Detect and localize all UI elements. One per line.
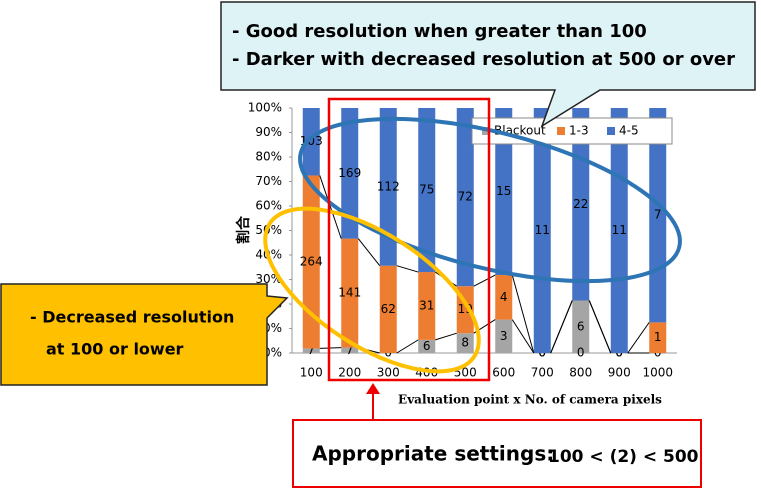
series-line: [435, 332, 457, 341]
x-tick-label: 1000: [642, 366, 673, 380]
legend-swatch: [607, 127, 615, 135]
x-axis-label: Evaluation point x No. of camera pixels: [398, 393, 662, 407]
data-label: 22: [573, 197, 588, 211]
series-line: [511, 319, 535, 354]
callout-text: - Decreased resolution: [30, 308, 234, 327]
series-line: [396, 265, 419, 273]
data-label: 75: [419, 183, 434, 197]
left-callout: [0, 283, 289, 386]
bar-segment: [456, 333, 474, 353]
y-tick-label: 90%: [255, 125, 282, 139]
data-label: 0: [577, 346, 585, 360]
data-label: 6: [577, 319, 585, 333]
legend: Blackout 1-3 4-5: [471, 117, 673, 145]
legend-label: 4-5: [619, 124, 639, 138]
data-label: 169: [338, 166, 361, 180]
yellow-ellipse: [263, 206, 481, 374]
bar-segment: [456, 108, 474, 287]
callout-text: - Good resolution when greater than 100: [232, 21, 647, 42]
data-label: 3: [500, 329, 508, 343]
y-tick-label: 100%: [248, 101, 282, 115]
data-label: 264: [300, 254, 323, 268]
x-tick-label: 100: [300, 366, 323, 380]
data-label: 72: [458, 190, 473, 204]
bar-segment: [418, 339, 436, 353]
bar-segment: [341, 108, 359, 239]
bar-segment: [341, 347, 359, 353]
series-line: [319, 175, 342, 239]
series-line: [357, 238, 381, 267]
plot: 0%10%20%30%40%50%60%70%80%90%100%1007264…: [248, 101, 677, 380]
x-tick-label: 600: [492, 366, 515, 380]
series-line: [319, 347, 342, 349]
arrow-head: [366, 383, 380, 394]
callout-text: at 100 or lower: [46, 340, 184, 359]
data-label: 62: [381, 302, 396, 316]
data-label: 6: [423, 339, 431, 353]
bar-segment: [572, 300, 590, 353]
legend-label: Blackout: [494, 124, 546, 138]
legend-box: [471, 117, 673, 145]
data-label: 31: [419, 298, 434, 312]
x-tick-label: 700: [531, 366, 554, 380]
data-label: 1: [654, 330, 662, 344]
legend-label: 1-3: [569, 124, 589, 138]
bar-segment: [649, 322, 667, 353]
series-line: [550, 300, 573, 354]
callout-text: - Darker with decreased resolution at 50…: [232, 49, 735, 70]
callout-text: Appropriate settings:: [312, 442, 554, 466]
bar-segment: [418, 108, 436, 273]
bar-segment: [418, 272, 436, 340]
data-label: 8: [461, 336, 469, 350]
y-tick-label: 80%: [255, 150, 282, 164]
x-tick-label: 200: [338, 366, 361, 380]
legend-swatch: [557, 127, 565, 135]
data-label: 4: [500, 290, 508, 304]
red-frame: [327, 97, 491, 382]
series-line: [588, 300, 612, 354]
data-label: 141: [338, 286, 361, 300]
data-label: 112: [377, 179, 400, 193]
data-label: 11: [612, 223, 627, 237]
x-tick-label: 900: [608, 366, 631, 380]
bar-segment: [610, 108, 628, 353]
data-label: 7: [346, 343, 354, 357]
bar-segment: [495, 275, 513, 320]
series-line: [627, 322, 650, 354]
x-tick-label: 800: [569, 366, 592, 380]
bar-segment: [379, 108, 397, 266]
bar-segment: [302, 348, 320, 353]
bar-segment: [495, 108, 513, 276]
bar-segment: [341, 238, 359, 348]
bar-segment: [495, 319, 513, 353]
data-label: 7: [654, 208, 662, 222]
data-label: 7: [307, 343, 315, 357]
bar-segment: [533, 108, 551, 353]
y-axis-label: 割合: [235, 215, 252, 244]
series-line: [396, 339, 419, 354]
bar-segment: [379, 265, 397, 353]
y-tick-label: 60%: [255, 199, 282, 213]
data-label: 15: [496, 184, 511, 198]
callout-text: 100 < (2) < 500: [548, 447, 699, 467]
blue-ellipse: [298, 116, 682, 284]
x-tick-label: 300: [377, 366, 400, 380]
top-callout: [220, 1, 756, 128]
series-line: [511, 274, 535, 354]
bar-segment: [302, 108, 320, 176]
bar-segment: [302, 175, 320, 349]
data-label: 11: [535, 223, 550, 237]
bottom-callout: [292, 419, 702, 488]
y-tick-label: 70%: [255, 174, 282, 188]
series-line: [473, 274, 496, 287]
